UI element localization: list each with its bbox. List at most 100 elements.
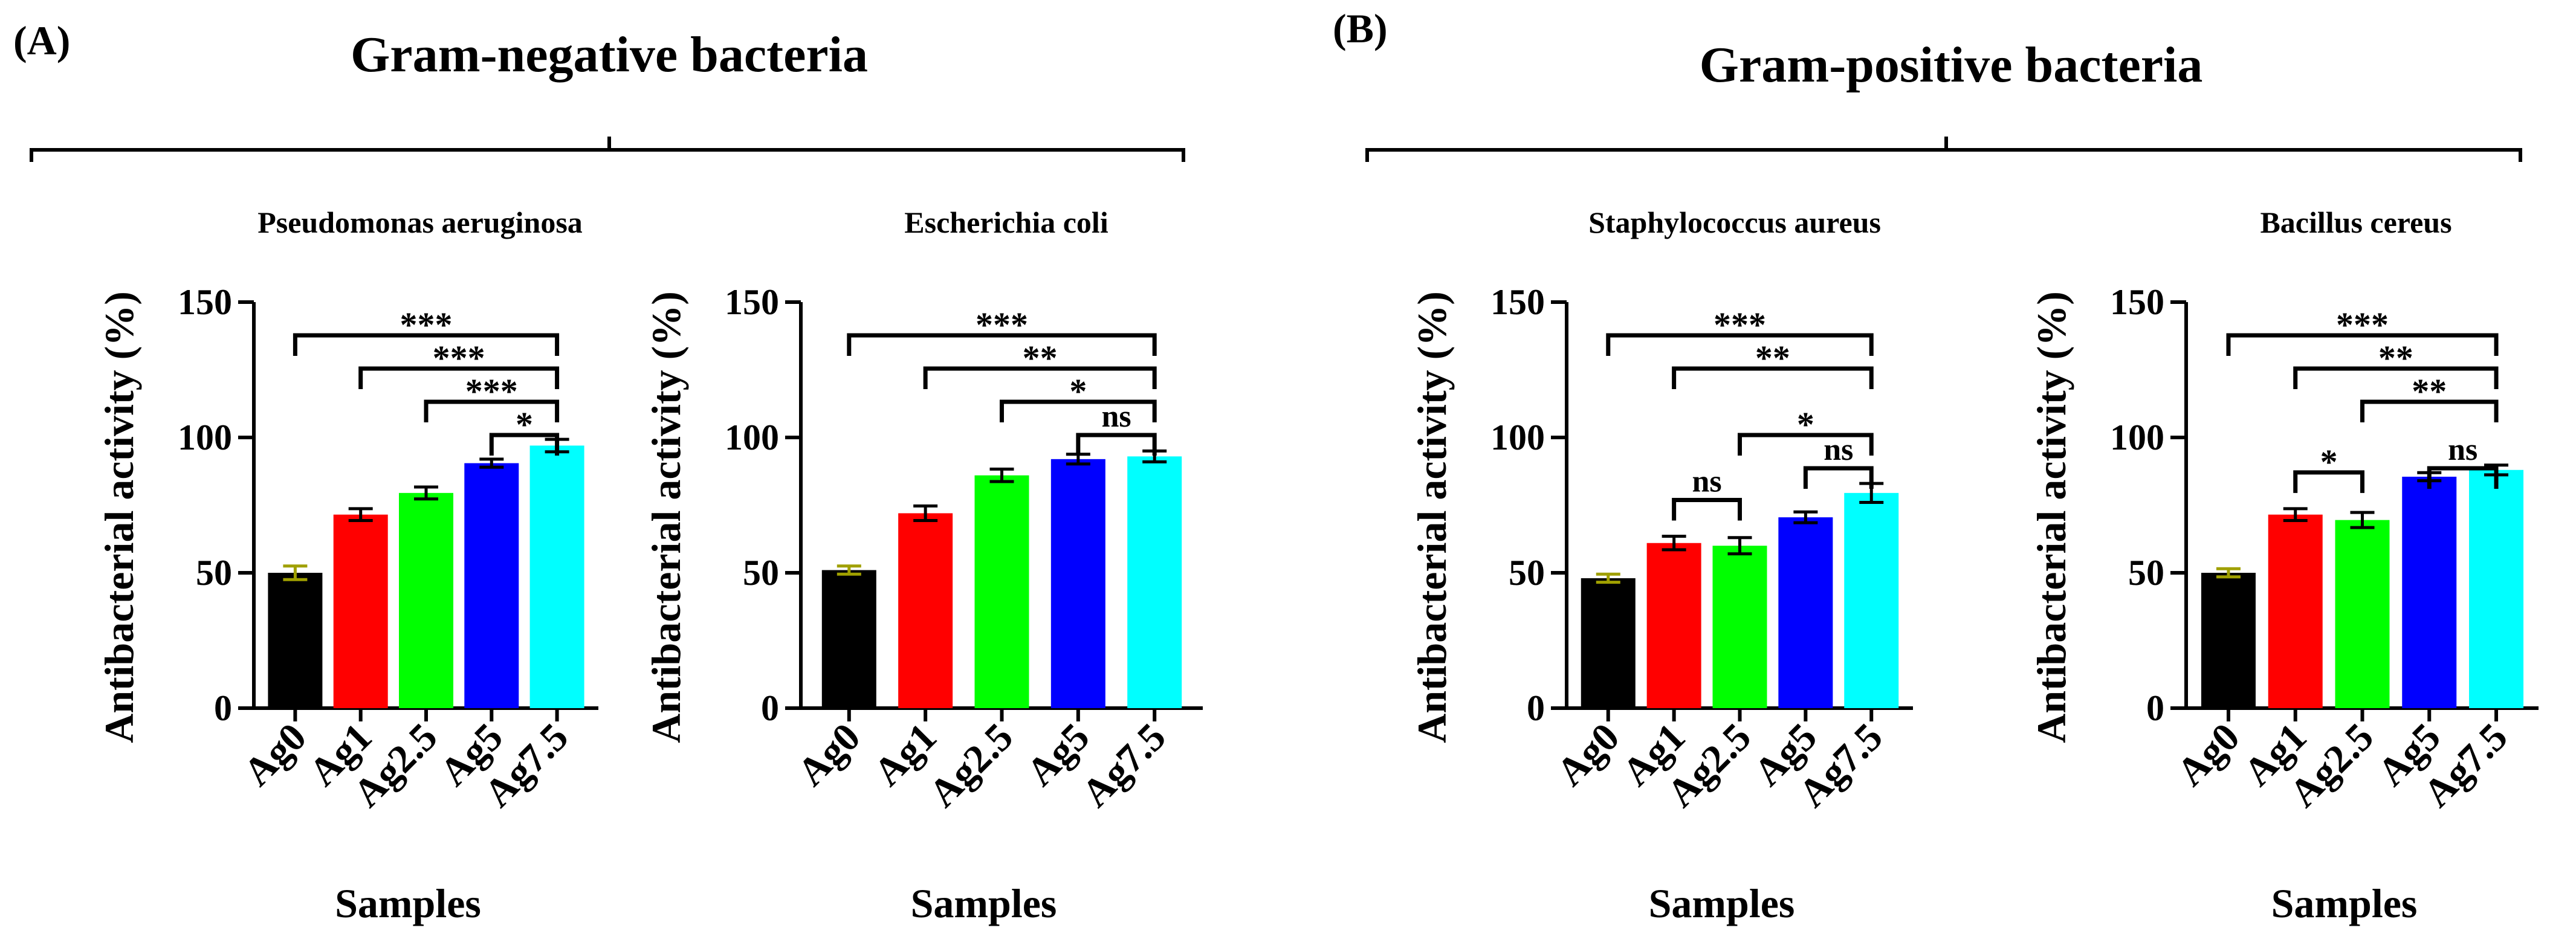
- significance-label: *: [2320, 442, 2338, 482]
- y-tick-label: 100: [1490, 418, 1545, 457]
- chart-staphylococcus-aureus: Staphylococcus aureus Antibacterial activ…: [1409, 205, 1913, 926]
- bar-ag1: [2268, 514, 2323, 708]
- significance-bracket: [1672, 498, 1742, 521]
- error-bar: [348, 507, 373, 523]
- y-tick-label: 150: [725, 282, 779, 322]
- y-tick-label: 100: [725, 418, 779, 457]
- bar-ag2-5: [2335, 520, 2390, 708]
- significance-label: **: [1023, 338, 1058, 378]
- y-tick-label: 100: [2110, 418, 2164, 457]
- chart-pseudomonas-aeruginosa: Pseudomonas aeruginosa Antibacterial acti…: [96, 205, 598, 926]
- y-tick-label: 150: [2110, 282, 2164, 322]
- group-title-gram-negative: Gram-negative bacteria: [351, 27, 868, 83]
- significance-bracket: [358, 366, 560, 389]
- y-tick-label: 50: [2128, 553, 2164, 593]
- significance-label: ***: [2336, 305, 2389, 344]
- significance-bracket: [424, 399, 560, 422]
- chart-title: Escherichia coli: [904, 205, 1108, 239]
- y-tick-label: 0: [761, 688, 779, 728]
- significance-bracket: [2293, 366, 2499, 389]
- bar-ag1: [1646, 543, 1701, 708]
- x-tick-label: Ag0: [1548, 715, 1628, 795]
- chart-title: Pseudomonas aeruginosa: [257, 205, 583, 239]
- x-tick-label: Ag0: [2169, 715, 2248, 795]
- significance-label: **: [1755, 338, 1790, 378]
- significance-bracket: [2360, 399, 2499, 422]
- significance-bracket: [1606, 333, 1874, 356]
- bar-ag7-5: [2469, 469, 2524, 708]
- bar-ag5: [1050, 459, 1105, 708]
- error-bar: [1066, 453, 1090, 466]
- bar-ag5: [464, 463, 519, 708]
- significance-bracket: [1076, 433, 1157, 456]
- significance-bracket: [1000, 399, 1157, 422]
- x-tick-label: Ag0: [235, 715, 315, 795]
- y-axis-label: Antibacterial activity (%): [2028, 291, 2074, 743]
- bar-ag0: [2201, 573, 2256, 708]
- x-axis-label: Samples: [335, 880, 481, 926]
- significance-label: ***: [976, 305, 1028, 344]
- bar-ag2-5: [1712, 546, 1767, 708]
- group-bracket-gram-positive: [1365, 137, 2522, 162]
- error-bar: [283, 564, 308, 581]
- significance-label: *: [1797, 405, 1814, 444]
- error-bar: [1662, 535, 1686, 552]
- significance-label: ns: [1101, 399, 1131, 434]
- significance-bracket: [1738, 433, 1874, 456]
- bar-ag0: [821, 570, 876, 708]
- y-tick-label: 150: [1490, 282, 1545, 322]
- x-axis-label: Samples: [911, 880, 1057, 926]
- group-title-gram-positive: Gram-positive bacteria: [1700, 37, 2203, 93]
- significance-label: **: [2412, 372, 2447, 411]
- error-bar: [989, 467, 1014, 483]
- y-axis-label: Antibacterial activity (%): [643, 291, 689, 743]
- bar-ag7-5: [1127, 456, 1182, 708]
- y-tick-label: 0: [214, 688, 232, 728]
- bar-ag7-5: [1844, 492, 1899, 708]
- bar-ag1: [898, 513, 953, 708]
- y-tick-label: 50: [1509, 553, 1545, 593]
- significance-bracket: [847, 333, 1157, 356]
- chart-title: Bacillus cereus: [2260, 205, 2451, 239]
- error-bar: [1596, 572, 1620, 584]
- error-bar: [2216, 567, 2241, 579]
- significance-label: ***: [433, 338, 485, 378]
- y-tick-label: 50: [196, 553, 232, 593]
- significance-bracket: [2293, 470, 2364, 493]
- significance-label: **: [2378, 338, 2413, 378]
- bar-ag7-5: [529, 445, 584, 708]
- error-bar: [1793, 510, 1818, 524]
- error-bar: [479, 457, 504, 469]
- y-tick-label: 0: [2146, 688, 2164, 728]
- significance-bracket: [2226, 333, 2499, 356]
- significance-bracket: [2427, 466, 2499, 489]
- chart-bacillus-cereus: Bacillus cereus Antibacterial activity (%…: [2028, 205, 2539, 926]
- bar-ag0: [268, 573, 323, 708]
- significance-bracket: [1672, 366, 1874, 389]
- x-axis-label: Samples: [1649, 880, 1795, 926]
- y-tick-label: 50: [743, 553, 779, 593]
- panel-letter-a: (A): [13, 18, 70, 63]
- error-bar: [2283, 507, 2308, 523]
- significance-label: ***: [400, 305, 453, 344]
- significance-label: ***: [1714, 305, 1766, 344]
- panel-letter-b: (B): [1333, 5, 1388, 51]
- error-bar: [1727, 536, 1752, 556]
- significance-label: ns: [2448, 433, 2477, 467]
- error-bar: [913, 504, 938, 523]
- bar-ag1: [333, 514, 388, 708]
- chart-escherichia-coli: Escherichia coli Antibacterial activity (…: [643, 205, 1203, 926]
- x-tick-label: Ag0: [789, 715, 869, 795]
- x-tick-label: Ag7.5: [1073, 715, 1174, 816]
- significance-bracket: [1803, 466, 1874, 489]
- significance-bracket: [293, 333, 560, 356]
- bar-ag2-5: [974, 475, 1029, 708]
- y-axis-label: Antibacterial activity (%): [96, 291, 142, 743]
- y-tick-label: 100: [178, 418, 232, 457]
- significance-label: ns: [1692, 465, 1721, 499]
- bar-ag5: [1778, 517, 1833, 708]
- x-axis-label: Samples: [2271, 880, 2418, 926]
- error-bar: [414, 485, 438, 501]
- y-axis-label: Antibacterial activity (%): [1409, 291, 1455, 743]
